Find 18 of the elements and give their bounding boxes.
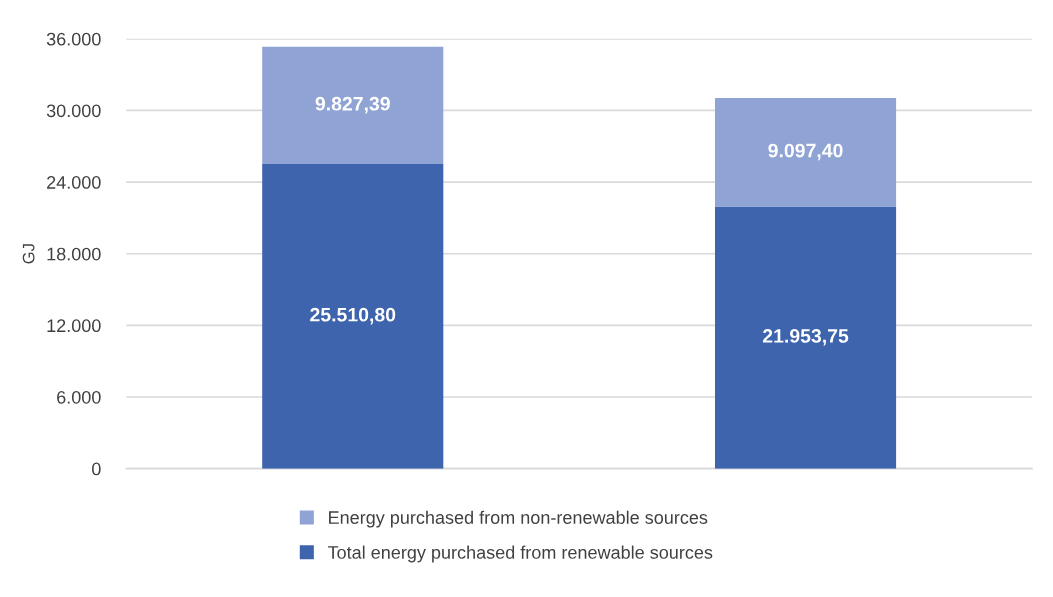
y-tick-label: 6.000: [57, 390, 101, 404]
y-axis-title: GJ: [22, 244, 35, 264]
data-label: 9.827,39: [315, 96, 390, 114]
legend-label: Total energy purchased from renewable sources: [327, 545, 713, 563]
data-label: 25.510,80: [310, 307, 396, 325]
y-tick-label: 30.000: [46, 104, 101, 118]
data-label: 21.953,75: [762, 329, 849, 346]
bar: [714, 206, 897, 469]
y-tick-label: 18.000: [47, 247, 101, 261]
y-tick-label: 36.000: [46, 32, 101, 46]
data-label: 9.097,40: [768, 143, 843, 161]
bar: [262, 164, 444, 469]
bar: [262, 46, 444, 165]
y-tick-label: 24.000: [47, 176, 101, 189]
y-tick-label: 12.000: [47, 319, 101, 333]
y-tick-label: 0: [92, 462, 101, 476]
bar: [714, 97, 897, 207]
legend-label: Energy purchased from non-renewable sources: [329, 510, 708, 528]
